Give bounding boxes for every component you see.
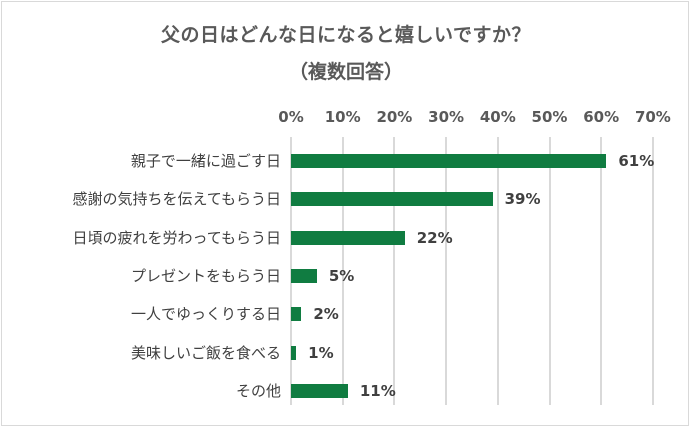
x-tick-label: 40% xyxy=(479,108,516,126)
x-tick-label: 30% xyxy=(428,108,465,126)
data-label: 1% xyxy=(308,343,334,362)
x-tick-label: 20% xyxy=(376,108,413,126)
data-label: 22% xyxy=(416,228,453,247)
x-tick-label: 0% xyxy=(278,108,304,126)
category-label: 感謝の気持ちを伝えてもらう日 xyxy=(72,190,281,209)
gridline xyxy=(341,137,344,405)
gridline xyxy=(651,137,654,405)
gridline xyxy=(600,137,603,405)
x-tick-label: 10% xyxy=(324,108,361,126)
bar xyxy=(291,154,607,168)
category-label: その他 xyxy=(235,381,281,400)
bar xyxy=(291,192,493,207)
gridline xyxy=(548,137,551,405)
bar xyxy=(291,383,348,398)
chart-title: 父の日はどんな日になると嬉しいですか？ xyxy=(161,24,531,46)
category-label: プレゼントをもらう日 xyxy=(130,266,281,285)
category-label: 一人でゆっくりする日 xyxy=(130,305,281,324)
gridline xyxy=(496,137,499,405)
bar xyxy=(291,268,317,283)
data-label: 61% xyxy=(618,152,655,170)
bar xyxy=(291,307,302,322)
data-label: 2% xyxy=(313,305,339,324)
bar xyxy=(291,345,297,360)
category-label: 美味しいご飯を食べる xyxy=(130,343,281,362)
x-tick-label: 50% xyxy=(531,108,568,126)
data-label: 39% xyxy=(504,190,541,209)
gridline xyxy=(445,137,448,405)
chart-subtitle: （複数回答） xyxy=(288,61,403,83)
bar xyxy=(291,230,405,245)
gridline xyxy=(393,137,396,405)
data-label: 5% xyxy=(328,266,355,285)
data-label: 11% xyxy=(359,381,396,400)
category-label: 日頃の疲れを労わってもらう日 xyxy=(72,228,281,247)
x-tick-label: 70% xyxy=(634,108,671,126)
x-tick-label: 60% xyxy=(583,108,620,126)
category-label: 親子で一緒に過ごす日 xyxy=(130,152,281,170)
